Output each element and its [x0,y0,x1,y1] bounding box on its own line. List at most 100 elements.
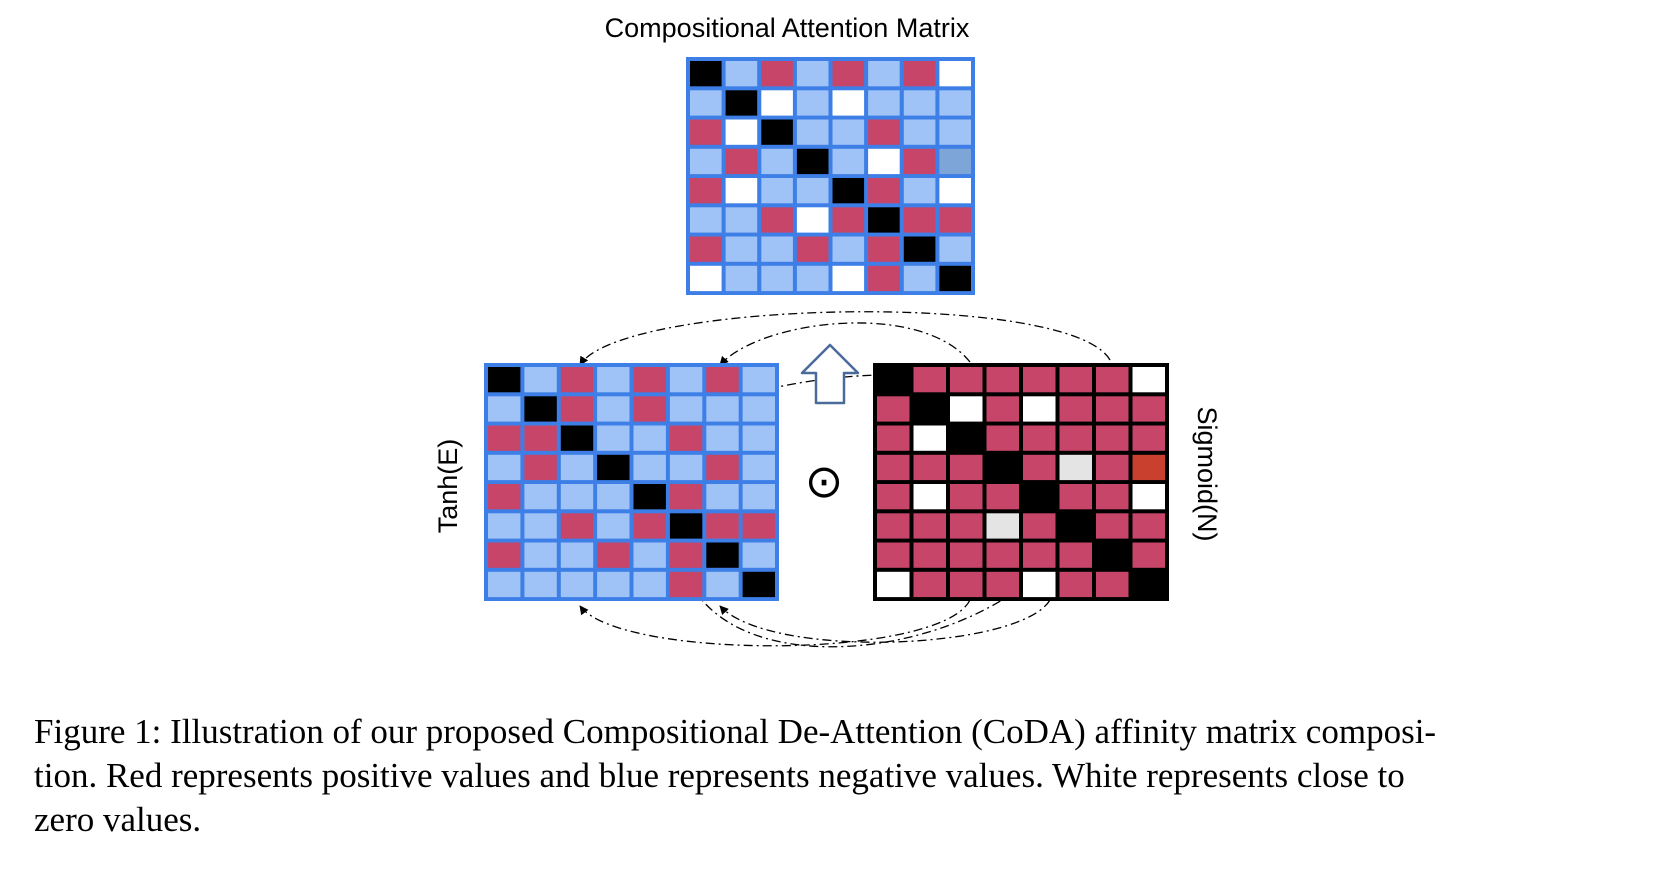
matrix-cell [903,119,936,145]
matrix-cell [1059,396,1092,422]
matrix-cell [1059,513,1092,539]
matrix-cell [488,513,521,539]
matrix-cell [1023,542,1056,568]
matrix-cell [633,396,666,422]
matrix-cell [761,148,793,175]
matrix-cell [488,484,521,510]
matrix-cell [761,119,793,145]
matrix-cell [488,396,521,422]
matrix-cell [706,513,739,539]
matrix-cell [725,265,758,292]
matrix-cell [1096,396,1129,422]
matrix-cell [725,207,758,233]
matrix-cell [761,178,793,204]
matrix-cell [725,61,758,87]
matrix-cell [796,119,829,145]
matrix-cell [1023,484,1056,510]
matrix-cell [1059,542,1092,568]
matrix-cell [597,484,630,510]
matrix-cell [939,61,971,87]
matrix-cell [903,148,936,175]
matrix-cell [868,207,900,233]
matrix-cell [1096,571,1129,598]
matrix-cell [913,513,946,539]
matrix-cell [690,236,722,262]
matrix-cell [877,484,910,510]
matrix-cell [597,454,630,481]
connector-arrow [579,311,1111,366]
matrix-cell [560,425,594,451]
matrix-cell [1132,425,1165,451]
matrix-cell [761,90,793,116]
matrix-cell [690,207,722,233]
matrix-cell [690,61,722,87]
caption-line: Figure 1: Illustration of our proposed C… [34,712,1437,751]
matrix-cell [950,396,983,422]
matrix-cell [796,207,829,233]
matrix-cell [1023,396,1056,422]
matrix-cell [597,367,630,393]
matrix-cell [560,571,594,598]
hadamard-operator: ⊙ [805,455,844,507]
composition-matrix [686,57,975,295]
matrix-cell [832,207,865,233]
matrix-cell [633,513,666,539]
matrix-cell [488,571,521,598]
matrix-cell [832,90,865,116]
matrix-cell [939,236,971,262]
matrix-cell [913,367,946,393]
matrix-cell [706,396,739,422]
matrix-cell [796,61,829,87]
matrix-cell [725,178,758,204]
matrix-cell [706,571,739,598]
matrix-cell [633,571,666,598]
matrix-cell [690,178,722,204]
matrix-cell [986,484,1019,510]
matrix-cell [742,454,775,481]
connector-arrow [579,599,971,647]
matrix-cell [488,367,521,393]
matrix-cell [1059,425,1092,451]
matrix-cell [877,425,910,451]
matrix-cell [986,367,1019,393]
matrix-cell [524,542,557,568]
matrix-cell [742,542,775,568]
matrix-cell [560,454,594,481]
matrix-cell [868,178,900,204]
matrix-cell [796,90,829,116]
matrix-cell [868,236,900,262]
matrix-cell [742,484,775,510]
matrix-cell [877,367,910,393]
matrix-cell [725,90,758,116]
matrix-cell [488,454,521,481]
matrix-cell [1096,425,1129,451]
matrix-cell [725,148,758,175]
matrix-cell [669,484,703,510]
matrix-cell [986,454,1019,481]
matrix-cell [903,207,936,233]
matrix-cell [868,265,900,292]
matrix-cell [903,90,936,116]
matrix-cell [706,367,739,393]
matrix-cell [832,178,865,204]
matrix-cell [950,367,983,393]
matrix-cell [913,571,946,598]
matrix-cell [903,236,936,262]
matrix-cell [742,367,775,393]
matrix-cell [950,484,983,510]
matrix-cell [597,425,630,451]
matrix-cell [1023,425,1056,451]
matrix-cell [524,425,557,451]
matrix-cell [903,178,936,204]
matrix-cell [832,61,865,87]
matrix-cell [633,425,666,451]
matrix-cell [913,484,946,510]
matrix-cell [986,396,1019,422]
matrix-cell [524,367,557,393]
matrix-cell [796,265,829,292]
matrix-cell [913,542,946,568]
matrix-cell [868,61,900,87]
matrix-cell [877,513,910,539]
matrix-cell [832,265,865,292]
matrix-cell [1023,367,1056,393]
